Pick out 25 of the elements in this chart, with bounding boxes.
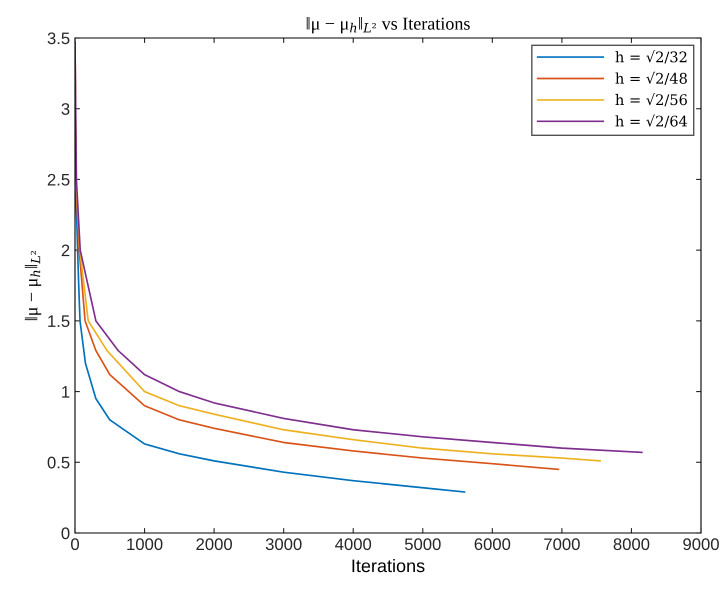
- x-tick-label: 8000: [614, 538, 650, 550]
- y-tick-label: 0: [62, 527, 70, 540]
- y-tick-label: 3: [62, 103, 70, 115]
- legend-label: h = √2/32: [615, 50, 686, 64]
- legend-label: h = √2/48: [615, 72, 687, 85]
- x-tick-label: 0: [71, 538, 79, 550]
- y-tick-label: 3.5: [48, 32, 70, 44]
- legend-label: h = √2/56: [615, 93, 687, 106]
- x-tick-label: 5000: [404, 538, 441, 550]
- x-tick-label: 9000: [683, 538, 719, 550]
- y-tick-label: 2: [62, 244, 70, 256]
- y-axis-title: ‖μ − μ$_{h}$‖$_{L²}$: [24, 251, 42, 320]
- legend-label: h = √2/64: [615, 114, 688, 128]
- y-tick-label: 0.5: [48, 456, 70, 468]
- y-tick-label: 2.5: [48, 174, 70, 186]
- y-tick-label: 1: [62, 386, 70, 398]
- chart-title: ‖μ − μ$_{h}$‖$_{L²}$ vs Iterations: [306, 17, 470, 34]
- y-tick-label: 1.5: [48, 315, 70, 328]
- x-tick-label: 4000: [335, 538, 372, 550]
- x-axis-title: Iterations: [352, 558, 424, 572]
- x-tick-label: 2000: [196, 538, 232, 550]
- x-tick-label: 3000: [266, 538, 302, 550]
- x-tick-label: 7000: [544, 538, 580, 550]
- x-tick-label: 1000: [127, 538, 162, 550]
- x-tick-label: 6000: [474, 538, 510, 550]
